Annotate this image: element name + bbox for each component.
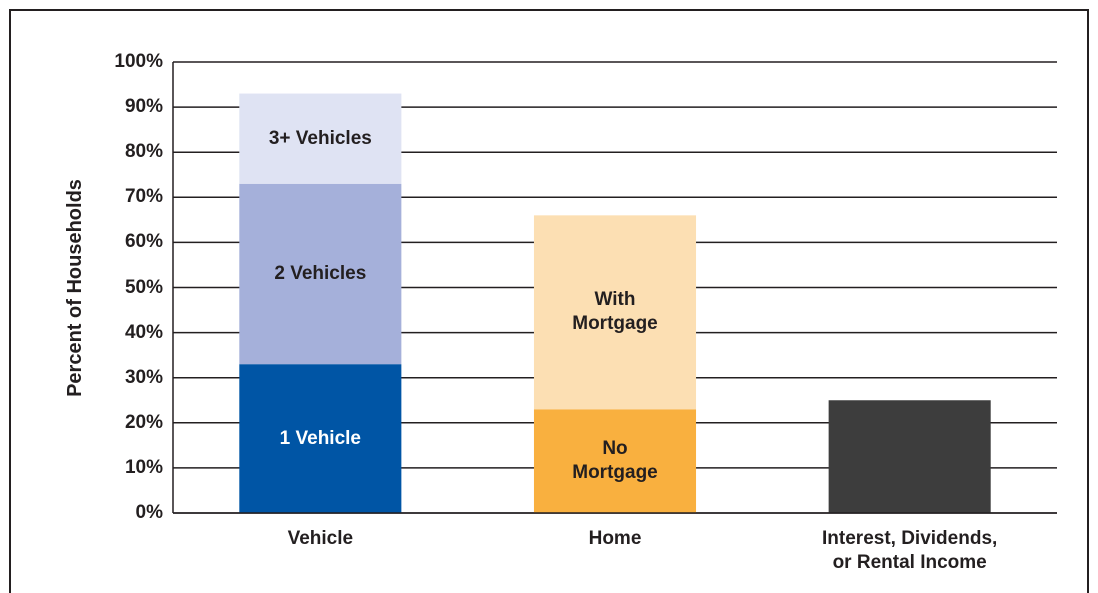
bar-segment bbox=[239, 93, 402, 184]
bar-segment bbox=[239, 364, 402, 513]
y-axis-label: Percent of Households bbox=[64, 179, 86, 397]
x-tick-label: Interest, Dividends, or Rental Income bbox=[822, 528, 998, 573]
y-tick-label: 70% bbox=[124, 186, 163, 208]
y-tick-label: 80% bbox=[124, 141, 163, 163]
x-tick-label: Vehicle bbox=[287, 528, 354, 549]
segment-label: 3+ Vehicles bbox=[268, 127, 372, 149]
bar-segment bbox=[828, 400, 991, 513]
y-tick-label: 90% bbox=[124, 96, 163, 118]
segment-label: 1 Vehicle bbox=[279, 427, 361, 449]
bar-segment bbox=[239, 183, 402, 365]
segment-label: With Mortgage bbox=[572, 289, 658, 335]
bar-segment bbox=[533, 215, 697, 410]
y-tick-label: 10% bbox=[124, 456, 163, 478]
bar-segment bbox=[533, 409, 697, 513]
y-tick-label: 0% bbox=[135, 502, 163, 523]
y-tick-label: 50% bbox=[124, 276, 163, 298]
x-tick-label: Home bbox=[588, 528, 642, 549]
y-tick-label: 30% bbox=[124, 366, 163, 388]
segment-label: No Mortgage bbox=[572, 438, 658, 484]
y-tick-label: 100% bbox=[114, 51, 163, 72]
frame bbox=[9, 9, 1089, 593]
y-tick-label: 40% bbox=[124, 321, 163, 343]
segment-label: 2 Vehicles bbox=[274, 262, 367, 284]
y-tick-label: 60% bbox=[124, 231, 163, 253]
y-tick-label: 20% bbox=[124, 411, 163, 433]
